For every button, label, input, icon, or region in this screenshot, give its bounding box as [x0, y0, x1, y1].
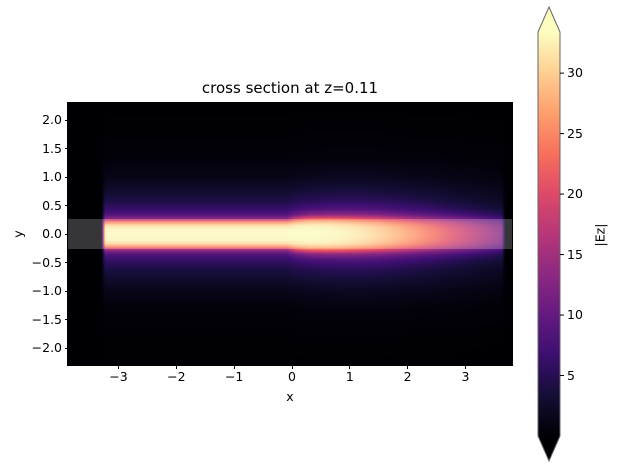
x-tick-label: 2: [403, 369, 412, 384]
y-tick-label: 1.0: [42, 168, 62, 184]
y-tick-mark: [64, 347, 68, 349]
y-tick-label: 0.5: [42, 197, 62, 213]
y-tick-label: −2.0: [31, 339, 62, 355]
y-tick-mark: [64, 205, 68, 206]
x-axis-label: x: [286, 389, 294, 404]
colorbar-tick-label: 10: [567, 306, 583, 322]
x-tick-label: −3: [109, 369, 128, 384]
chart-title: cross section at z=0.11: [201, 79, 379, 97]
x-tick-mark: [291, 365, 293, 369]
y-tick-label: −0.5: [31, 254, 62, 270]
y-axis-label: y: [10, 230, 26, 238]
heatmap-canvas: [68, 103, 512, 365]
x-tick-label: 1: [345, 369, 354, 384]
colorbar-tick-label: 25: [567, 125, 583, 141]
plot-area: [68, 103, 512, 365]
x-tick-label: −2: [167, 369, 186, 384]
y-tick-mark: [64, 262, 68, 263]
x-tick-label: 0: [288, 369, 296, 384]
y-tick-label: −1.0: [31, 282, 62, 298]
colorbar-extend-down-arrow: [538, 436, 560, 461]
x-tick-mark: [118, 365, 119, 369]
y-tick-mark: [64, 176, 68, 178]
x-tick-label: 3: [461, 369, 470, 384]
y-tick-mark: [64, 319, 68, 320]
colorbar-tick-marks: [560, 72, 564, 377]
y-tick-label: 0.0: [42, 225, 62, 241]
colorbar-tick-label: 5: [567, 367, 575, 383]
x-tick-mark: [233, 365, 235, 369]
x-tick-mark: [464, 365, 466, 369]
y-tick-label: 2.0: [42, 111, 62, 127]
x-tick-label: −1: [224, 369, 244, 384]
y-tick-mark: [64, 119, 68, 121]
x-tick-mark: [407, 365, 409, 369]
y-tick-mark: [64, 290, 68, 292]
colorbar-tick-label: 15: [567, 246, 583, 262]
y-tick-mark: [64, 148, 68, 149]
y-tick-label: 1.5: [42, 140, 62, 156]
y-tick-label: −1.5: [31, 311, 62, 327]
colorbar-label: |Ez|: [592, 223, 608, 247]
colorbar-outline: [537, 5, 561, 463]
colorbar-tick-label: 30: [567, 64, 583, 80]
colorbar-tick-label: 20: [567, 185, 583, 201]
colorbar-gradient-bar: [538, 32, 560, 436]
x-tick-mark: [349, 365, 351, 369]
colorbar: [537, 5, 564, 463]
y-tick-mark: [64, 233, 68, 235]
colorbar-extend-up-arrow: [538, 7, 560, 32]
x-tick-mark: [175, 365, 177, 369]
